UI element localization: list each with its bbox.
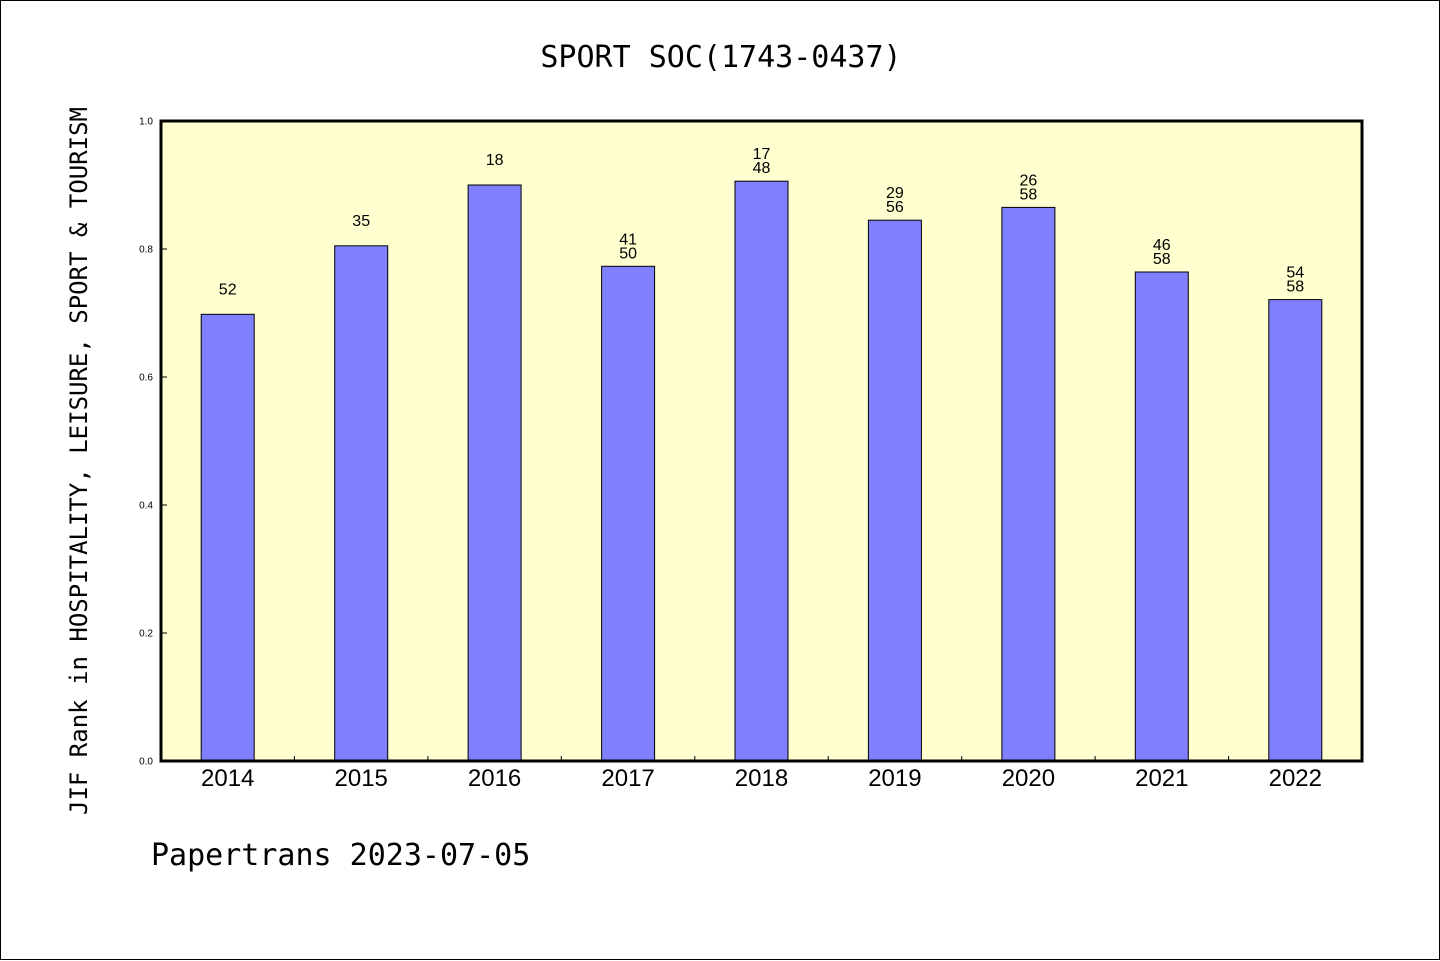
footer-text: Papertrans 2023-07-05 xyxy=(151,838,530,873)
bar-label-2018-line2: 48 xyxy=(753,160,771,177)
bar-label-2014-line1: 52 xyxy=(219,281,237,298)
y-tick-label-1.0: 1.0 xyxy=(139,117,153,128)
y-tick-label-0.4: 0.4 xyxy=(139,501,153,512)
bar-label-2017-line2: 50 xyxy=(619,245,637,262)
bar-2019 xyxy=(867,219,922,762)
bar-label-2015-line1: 35 xyxy=(352,213,370,230)
x-tick-label-2019: 2019 xyxy=(868,765,921,792)
bar-label-2019-line2: 56 xyxy=(886,199,904,216)
bar-2022 xyxy=(1268,299,1323,762)
x-tick-label-2016: 2016 xyxy=(468,765,521,792)
x-tick-label-2021: 2021 xyxy=(1135,765,1188,792)
bar-label-2022-line2: 58 xyxy=(1286,279,1304,296)
x-tick-label-2017: 2017 xyxy=(601,765,654,792)
bar-label-2022-line1: 54 xyxy=(1286,265,1304,282)
bar-2016 xyxy=(467,184,522,762)
y-tick-label-0.2: 0.2 xyxy=(139,629,153,640)
bar-2014 xyxy=(200,313,255,762)
bar-2020 xyxy=(1001,206,1056,762)
bar-label-2021-line2: 58 xyxy=(1153,251,1171,268)
bar-label-2017-line1: 41 xyxy=(619,231,637,248)
x-tick-label-2014: 2014 xyxy=(201,765,254,792)
y-tick-label-0.8: 0.8 xyxy=(139,245,153,256)
bar-2015 xyxy=(334,245,389,762)
bar-label-2021-line1: 46 xyxy=(1153,237,1171,254)
bar-2018 xyxy=(734,180,789,762)
x-tick-label-2018: 2018 xyxy=(735,765,788,792)
bars-layer xyxy=(200,180,1323,762)
bar-label-2020-line1: 26 xyxy=(1020,172,1038,189)
y-axis-label: JIF Rank in HOSPITALITY, LEISURE, SPORT … xyxy=(65,107,93,815)
bar-2021 xyxy=(1134,271,1189,762)
x-tick-label-2022: 2022 xyxy=(1269,765,1322,792)
bar-label-2016-line1: 18 xyxy=(486,152,504,169)
bar-label-2020-line2: 58 xyxy=(1020,186,1038,203)
bar-2017 xyxy=(601,265,656,762)
y-tick-label-0.6: 0.6 xyxy=(139,373,153,384)
chart-title: SPORT SOC(1743-0437) xyxy=(540,40,901,75)
bar-label-2019-line1: 29 xyxy=(886,185,904,202)
ticks-layer: 2014 2015 2016 2017 2018 2019 2020 2021 2022 0.0 0… xyxy=(139,117,1322,793)
x-tick-label-2020: 2020 xyxy=(1002,765,1055,792)
bar-label-2018-line1: 17 xyxy=(753,146,771,163)
x-tick-label-2015: 2015 xyxy=(335,765,388,792)
y-tick-label-0.0: 0.0 xyxy=(139,757,153,768)
plot-border xyxy=(159,119,1364,763)
